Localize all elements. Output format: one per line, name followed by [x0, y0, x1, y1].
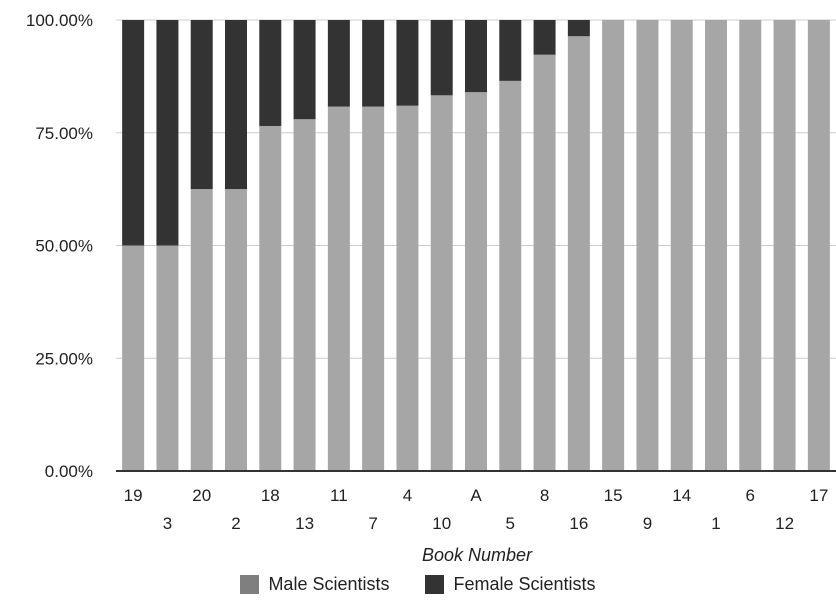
bar-segment-male: [499, 80, 522, 471]
legend-swatch-female: [425, 575, 445, 594]
bar-segment-female: [259, 20, 282, 126]
x-tick-label: 18: [261, 486, 280, 505]
bar-segment-male: [259, 125, 282, 472]
legend-item-female: Female Scientists: [425, 574, 596, 595]
bar-segment-female: [533, 20, 556, 55]
bar-segment-female: [430, 20, 453, 96]
bar-segment-male: [567, 36, 590, 472]
y-tick-label: 100.00%: [26, 11, 93, 30]
bar-segment-male: [705, 20, 727, 471]
bar-segment-male: [293, 119, 316, 471]
legend-swatch-male: [240, 575, 260, 594]
bar-segment-male: [739, 20, 762, 471]
bars: [122, 20, 830, 472]
y-tick-label: 75.00%: [35, 124, 93, 143]
bar-segment-female: [362, 20, 385, 107]
legend-item-male: Male Scientists: [240, 574, 389, 595]
bar-segment-female: [122, 20, 145, 246]
bar-segment-male: [670, 20, 693, 471]
x-tick-label: 13: [295, 514, 314, 533]
y-tick-labels: 0.00% 25.00% 50.00% 75.00% 100.00%: [26, 11, 93, 481]
x-tick-label: 12: [775, 514, 794, 533]
bar-segment-female: [293, 20, 316, 120]
x-tick-label: A: [470, 486, 482, 505]
bar-segment-male: [225, 189, 247, 471]
legend-label-female: Female Scientists: [453, 574, 596, 594]
x-tick-label: 8: [540, 486, 549, 505]
x-tick-label: 6: [746, 486, 755, 505]
bar-segment-male: [327, 106, 350, 471]
x-tick-label: 17: [809, 486, 828, 505]
y-tick-label: 25.00%: [35, 349, 93, 368]
bar-segment-female: [156, 20, 179, 246]
bar-segment-male: [396, 105, 419, 471]
bar-segment-male: [773, 20, 796, 471]
x-tick-label: 3: [163, 514, 172, 533]
bar-segment-female: [499, 20, 522, 81]
x-tick-label: 19: [124, 486, 143, 505]
x-tick-label: 4: [403, 486, 412, 505]
x-tick-label: 15: [604, 486, 623, 505]
bar-segment-male: [156, 245, 179, 471]
bar-segment-male: [122, 245, 145, 471]
x-tick-label: 7: [368, 514, 377, 533]
bar-segment-male: [430, 95, 453, 471]
x-tick-label: 5: [506, 514, 515, 533]
x-tick-label: 20: [192, 486, 211, 505]
x-tick-label: 2: [231, 514, 240, 533]
y-tick-label: 0.00%: [45, 462, 93, 481]
bar-segment-male: [602, 20, 625, 471]
stacked-bar-chart: 0.00%25.00%50.00%75.00%100.00% 193202181…: [26, 11, 836, 565]
x-tick-label: 1: [711, 514, 720, 533]
y-tick-label: 50.00%: [35, 237, 93, 256]
bar-segment-female: [567, 20, 590, 37]
x-tick-label: 11: [330, 486, 348, 505]
bar-segment-female: [465, 20, 487, 93]
bar-segment-female: [225, 20, 247, 190]
bar-segment-male: [362, 106, 385, 471]
legend-label-male: Male Scientists: [268, 574, 390, 594]
x-axis-title: Book Number: [422, 545, 533, 565]
bar-segment-male: [465, 92, 487, 471]
bar-segment-male: [190, 189, 213, 471]
x-tick-label: 9: [643, 514, 652, 533]
bar-segment-female: [396, 20, 419, 106]
legend: Male Scientists Female Scientists: [0, 574, 836, 595]
bar-segment-male: [636, 20, 659, 471]
bar-segment-male: [807, 20, 830, 471]
x-tick-label: 14: [672, 486, 691, 505]
bar-segment-male: [533, 54, 556, 472]
x-tick-label: 10: [432, 514, 451, 533]
bar-segment-female: [327, 20, 350, 107]
x-tick-label: 16: [569, 514, 588, 533]
bar-segment-female: [190, 20, 213, 190]
